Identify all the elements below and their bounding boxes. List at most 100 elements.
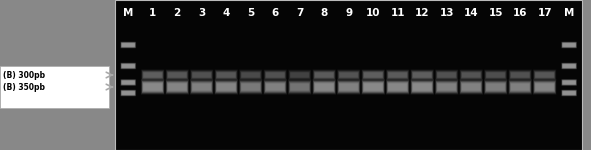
Text: 17: 17 [537,9,552,18]
FancyBboxPatch shape [313,81,335,93]
FancyBboxPatch shape [291,73,309,77]
FancyBboxPatch shape [241,83,261,91]
FancyBboxPatch shape [290,82,310,92]
FancyBboxPatch shape [240,70,261,80]
FancyBboxPatch shape [288,80,311,94]
Text: M: M [123,9,134,18]
FancyBboxPatch shape [363,72,383,78]
FancyBboxPatch shape [534,71,555,79]
FancyBboxPatch shape [290,71,310,79]
FancyBboxPatch shape [167,82,187,92]
FancyBboxPatch shape [461,82,482,92]
FancyBboxPatch shape [121,43,135,47]
FancyBboxPatch shape [563,81,576,84]
FancyBboxPatch shape [484,79,508,95]
FancyBboxPatch shape [459,69,483,81]
FancyBboxPatch shape [485,81,506,93]
FancyBboxPatch shape [362,70,385,80]
FancyBboxPatch shape [562,91,576,95]
FancyBboxPatch shape [141,80,164,94]
FancyBboxPatch shape [462,73,480,77]
FancyBboxPatch shape [340,84,358,90]
FancyBboxPatch shape [288,79,311,95]
FancyBboxPatch shape [485,71,506,79]
FancyBboxPatch shape [533,69,557,81]
FancyBboxPatch shape [264,81,286,93]
FancyBboxPatch shape [436,81,457,93]
Text: M: M [564,9,574,18]
FancyBboxPatch shape [121,63,135,69]
FancyBboxPatch shape [534,82,555,92]
FancyBboxPatch shape [265,71,285,79]
FancyBboxPatch shape [339,83,358,91]
FancyBboxPatch shape [436,82,457,92]
FancyBboxPatch shape [240,81,261,93]
FancyBboxPatch shape [387,81,408,93]
FancyBboxPatch shape [216,70,237,80]
FancyBboxPatch shape [388,71,408,79]
FancyBboxPatch shape [387,70,409,80]
FancyBboxPatch shape [511,83,530,91]
FancyBboxPatch shape [265,82,285,92]
FancyBboxPatch shape [337,70,360,80]
FancyBboxPatch shape [141,69,164,81]
FancyBboxPatch shape [121,91,135,95]
FancyBboxPatch shape [460,80,482,94]
FancyBboxPatch shape [190,69,213,81]
FancyBboxPatch shape [362,70,384,80]
FancyBboxPatch shape [193,84,211,90]
FancyBboxPatch shape [435,69,459,81]
FancyBboxPatch shape [241,82,261,92]
FancyBboxPatch shape [315,84,333,90]
FancyBboxPatch shape [459,79,483,95]
Text: 2: 2 [174,9,181,18]
FancyBboxPatch shape [215,70,238,80]
Text: 13: 13 [440,9,454,18]
FancyBboxPatch shape [561,63,577,69]
FancyBboxPatch shape [510,82,530,92]
FancyBboxPatch shape [121,42,135,48]
FancyBboxPatch shape [561,90,577,96]
FancyBboxPatch shape [266,73,284,77]
Bar [115,0,582,150]
FancyBboxPatch shape [122,91,135,95]
FancyBboxPatch shape [215,69,238,81]
FancyBboxPatch shape [191,82,212,92]
FancyBboxPatch shape [462,84,480,90]
FancyBboxPatch shape [313,70,336,80]
FancyBboxPatch shape [561,79,577,86]
FancyBboxPatch shape [388,82,408,92]
FancyBboxPatch shape [460,81,482,93]
FancyBboxPatch shape [141,79,164,95]
FancyBboxPatch shape [191,70,213,80]
FancyBboxPatch shape [437,84,456,90]
FancyBboxPatch shape [216,83,236,91]
Text: 1: 1 [149,9,157,18]
FancyBboxPatch shape [462,72,481,78]
FancyBboxPatch shape [239,79,262,95]
FancyBboxPatch shape [485,70,507,80]
FancyBboxPatch shape [167,72,187,78]
FancyBboxPatch shape [363,82,384,92]
FancyBboxPatch shape [313,79,336,95]
FancyBboxPatch shape [411,70,433,80]
FancyBboxPatch shape [190,70,213,80]
FancyBboxPatch shape [217,73,235,77]
FancyBboxPatch shape [410,79,434,95]
FancyBboxPatch shape [337,80,360,94]
FancyBboxPatch shape [388,72,407,78]
FancyBboxPatch shape [166,70,189,80]
FancyBboxPatch shape [485,80,507,94]
FancyBboxPatch shape [508,69,532,81]
FancyBboxPatch shape [314,83,334,91]
Text: 14: 14 [464,9,479,18]
FancyBboxPatch shape [561,42,577,48]
FancyBboxPatch shape [215,79,238,95]
FancyBboxPatch shape [315,73,333,77]
FancyBboxPatch shape [122,92,134,94]
FancyBboxPatch shape [266,84,284,90]
FancyBboxPatch shape [509,80,531,94]
FancyBboxPatch shape [436,80,458,94]
FancyBboxPatch shape [436,71,457,79]
FancyBboxPatch shape [121,42,136,48]
